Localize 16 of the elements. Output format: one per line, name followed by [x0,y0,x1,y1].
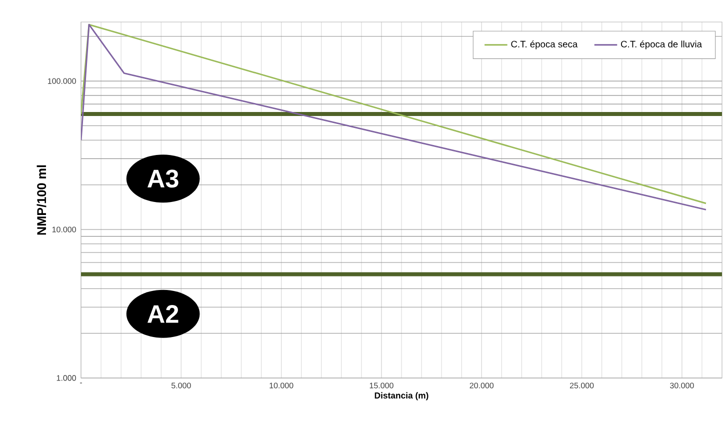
legend-label: C.T. época de lluvia [621,40,702,50]
annotation: A2 [147,305,178,323]
x-axis-title: Distancia (m) [374,392,428,400]
x-tick-label: 20.000 [470,382,494,388]
x-tick-label: 5.000 [171,382,191,388]
x-tick-label: 10.000 [270,382,294,388]
y-tick-label: 10.000 [52,226,76,232]
x-tick-label: 15.000 [370,382,394,388]
y-axis-title: NMP/100 ml [36,165,46,235]
y-tick-label: 1.000 [56,375,76,381]
y-tick-label: 100.000 [48,78,76,84]
x-tick-label: 25.000 [570,382,594,388]
annotation: A3 [147,170,178,188]
legend-label: C.T. época seca [511,40,578,50]
x-tick-label: 30.000 [670,382,694,388]
x-tick-label: - [80,382,82,384]
